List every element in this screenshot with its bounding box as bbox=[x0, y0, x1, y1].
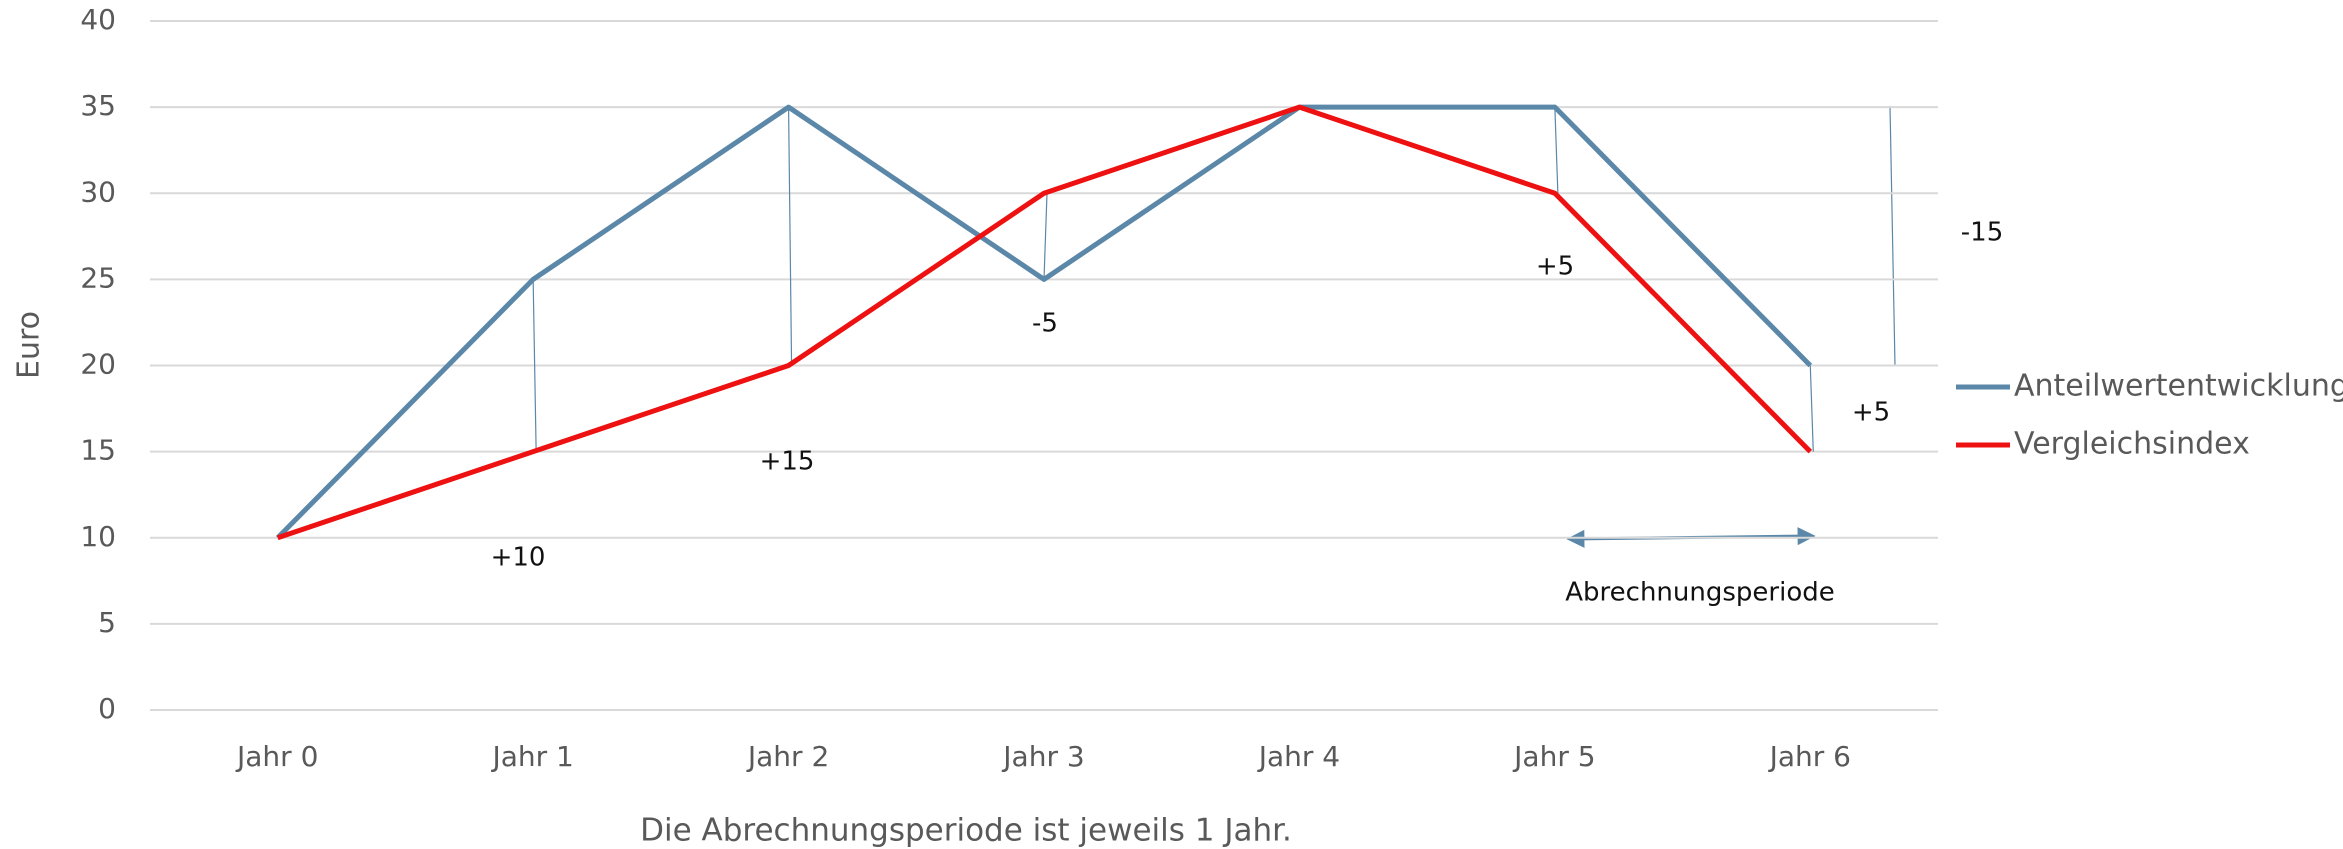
y-tick-label: 30 bbox=[80, 175, 116, 208]
annotation: +5 bbox=[1536, 252, 1574, 282]
y-tick-label: 10 bbox=[80, 520, 116, 553]
annotation-line bbox=[1889, 105, 1896, 367]
x-tick-label: Jahr 6 bbox=[1768, 740, 1851, 773]
annotation: +5 bbox=[1852, 398, 1890, 428]
x-tick-label: Jahr 5 bbox=[1512, 740, 1595, 773]
difference-line bbox=[1809, 365, 1814, 452]
x-tick-label: Jahr 3 bbox=[1001, 740, 1084, 773]
x-tick-label: Jahr 1 bbox=[490, 740, 573, 773]
annotation: -5 bbox=[1032, 309, 1058, 339]
difference-line bbox=[787, 107, 793, 366]
caption: Die Abrechnungsperiode ist jeweils 1 Jah… bbox=[640, 813, 1292, 849]
annotation: -15 bbox=[1961, 218, 2003, 248]
difference-line bbox=[1554, 107, 1559, 194]
legend-label: Anteilwertentwicklung bbox=[2014, 369, 2343, 404]
annotation: Abrechnungsperiode bbox=[1565, 578, 1834, 608]
x-tick-label: Jahr 2 bbox=[746, 740, 829, 773]
y-tick-label: 40 bbox=[80, 3, 116, 36]
annotation: +15 bbox=[760, 447, 815, 477]
legend-label: Vergleichsindex bbox=[2014, 427, 2250, 462]
y-axis-label: Euro bbox=[12, 311, 47, 379]
y-tick-label: 0 bbox=[98, 692, 116, 725]
series-line bbox=[275, 104, 1813, 540]
y-tick-label: 15 bbox=[80, 434, 116, 467]
difference-line bbox=[1043, 193, 1048, 280]
difference-line bbox=[532, 279, 537, 452]
y-tick-label: 25 bbox=[80, 261, 116, 294]
y-tick-label: 35 bbox=[80, 89, 116, 122]
series-line bbox=[276, 104, 1813, 541]
x-tick-label: Jahr 4 bbox=[1257, 740, 1340, 773]
y-tick-label: 20 bbox=[80, 348, 116, 381]
y-tick-label: 5 bbox=[98, 606, 116, 639]
x-tick-label: Jahr 0 bbox=[235, 740, 318, 773]
annotation: +10 bbox=[491, 543, 546, 573]
